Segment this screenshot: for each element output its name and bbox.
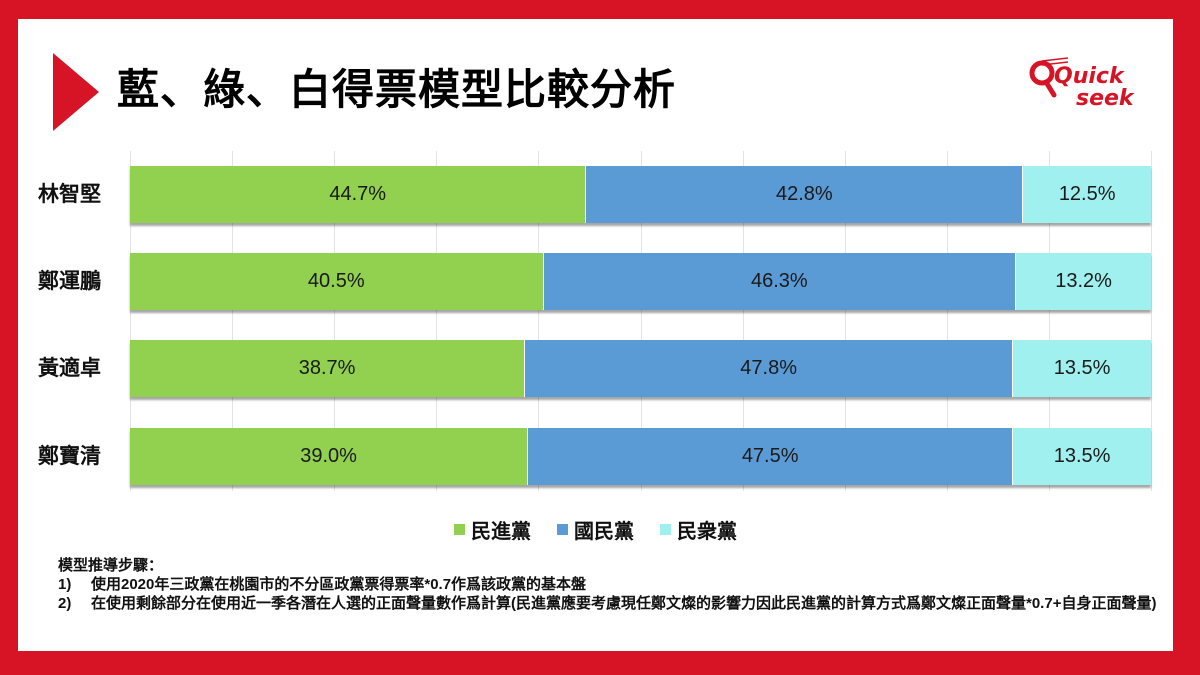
gridline: [1151, 151, 1152, 491]
legend-swatch-icon: [660, 524, 671, 535]
note-text: 使用2020年三政黨在桃園市的不分區政黨票得票率*0.7作爲該政黨的基本盤: [91, 576, 587, 593]
page-title: 藍、綠、白得票模型比較分析: [117, 66, 677, 113]
bar-row-1: 44.7% 42.8% 12.5%: [130, 166, 1151, 223]
legend-swatch-icon: [557, 524, 568, 535]
bar-row-3: 38.7% 47.8% 13.5%: [130, 340, 1151, 397]
legend-swatch-icon: [454, 524, 465, 535]
bar-segment-tpp: 12.5%: [1023, 166, 1151, 223]
category-label: 鄭運鵬: [38, 270, 101, 293]
title-arrow-icon: [53, 53, 99, 131]
bar-row-4: 39.0% 47.5% 13.5%: [130, 428, 1151, 485]
note-item-1: 1) 使用2020年三政黨在桃園市的不分區政黨票得票率*0.7作爲該政黨的基本盤: [58, 575, 1158, 594]
gridline: [538, 151, 540, 491]
gridline: [640, 151, 642, 491]
note-number: 2): [58, 595, 72, 612]
category-label: 黃適卓: [38, 357, 101, 380]
bar-segment-kmt: 47.5%: [528, 428, 1014, 485]
legend-item-dpp: 民進黨: [454, 515, 531, 544]
gridline: [946, 151, 948, 491]
note-item-2: 2) 在使用剩餘部分在使用近一季各潛在人選的正面聲量數作爲計算(民進黨應要考慮現…: [58, 594, 1158, 613]
notes-heading: 模型推導步驟：: [58, 557, 164, 574]
svg-text:Quick: Quick: [1054, 64, 1125, 89]
gridline: [844, 151, 846, 491]
category-label: 林智堅: [38, 183, 101, 206]
slide: 藍、綠、白得票模型比較分析 Quick seek 44.7% 42.8%: [18, 19, 1173, 651]
stacked-bar-chart: 44.7% 42.8% 12.5% 40.5% 46.3% 13.2% 38.7…: [18, 19, 1173, 651]
gridline: [232, 151, 234, 491]
bar-segment-kmt: 42.8%: [586, 166, 1024, 223]
bar-segment-dpp: 44.7%: [130, 166, 587, 223]
gridline: [436, 151, 438, 491]
note-number: 1): [58, 576, 72, 593]
legend-label: 國民黨: [574, 521, 634, 543]
bar-segment-kmt: 46.3%: [543, 253, 1017, 310]
gridline: [130, 151, 131, 491]
bar-segment-kmt: 47.8%: [525, 340, 1014, 397]
bar-segment-dpp: 38.7%: [130, 340, 526, 397]
legend-label: 民衆黨: [677, 521, 737, 543]
gridline: [742, 151, 744, 491]
legend-label: 民進黨: [471, 521, 531, 543]
note-text: 在使用剩餘部分在使用近一季各潛在人選的正面聲量數作爲計算(民進黨應要考慮現任鄭文…: [91, 595, 1157, 612]
bar-segment-tpp: 13.5%: [1013, 340, 1151, 397]
bar-segment-dpp: 40.5%: [130, 253, 544, 310]
gridline: [1048, 151, 1050, 491]
legend-item-tpp: 民衆黨: [660, 515, 737, 544]
model-notes: 模型推導步驟： 1) 使用2020年三政黨在桃園市的不分區政黨票得票率*0.7作…: [58, 556, 1158, 613]
quickseek-logo: Quick seek: [1029, 57, 1135, 109]
svg-text:seek: seek: [1076, 86, 1135, 109]
bar-row-2: 40.5% 46.3% 13.2%: [130, 253, 1151, 310]
category-label: 鄭寶清: [38, 445, 101, 468]
bar-segment-dpp: 39.0%: [130, 428, 529, 485]
legend-item-kmt: 國民黨: [557, 515, 634, 544]
bar-segment-tpp: 13.2%: [1016, 253, 1151, 310]
plot-area: 44.7% 42.8% 12.5% 40.5% 46.3% 13.2% 38.7…: [130, 151, 1152, 491]
gridline: [334, 151, 336, 491]
bar-segment-tpp: 13.5%: [1013, 428, 1151, 485]
chart-legend: 民進黨 國民黨 民衆黨: [18, 515, 1173, 544]
